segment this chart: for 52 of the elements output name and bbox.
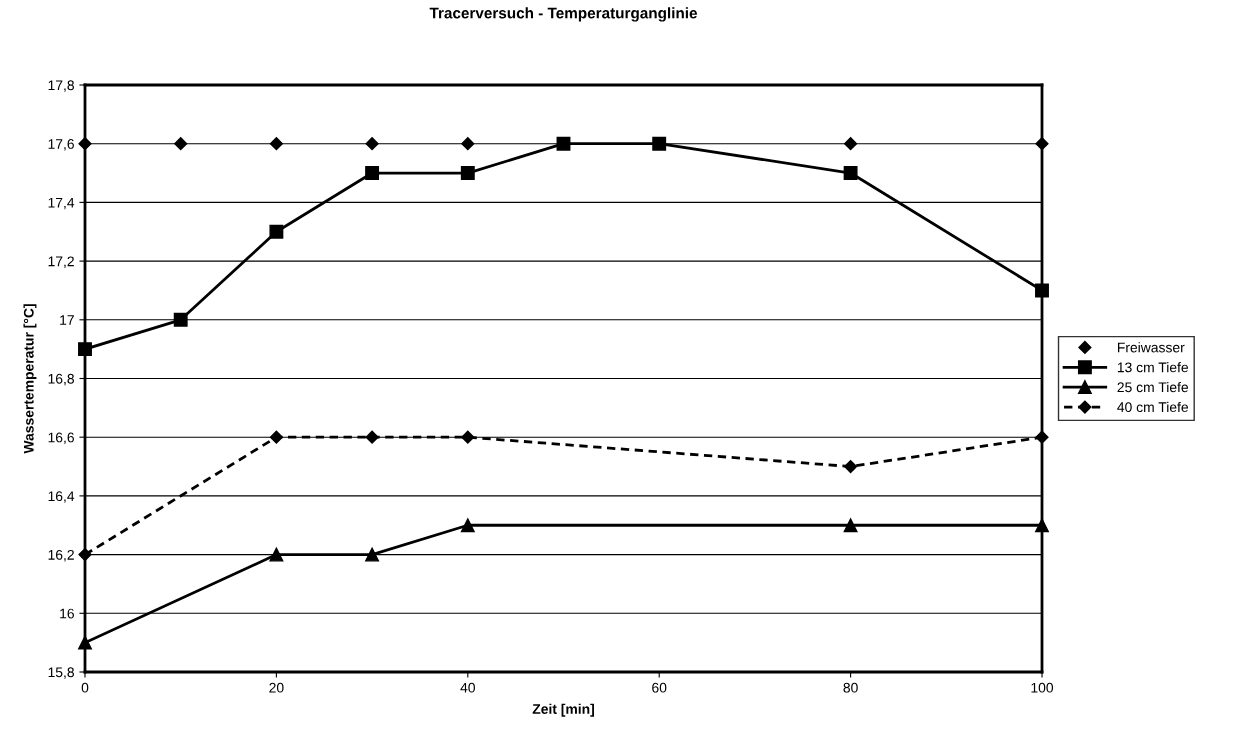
point (1035, 518, 1049, 533)
x-tick-label: 20 (269, 682, 284, 693)
y-axis-title: Wassertemperatur [°C] (23, 304, 37, 454)
point (461, 137, 475, 151)
point (652, 136, 667, 151)
x-tick-label: 100 (1031, 682, 1054, 693)
y-tick-label: 17,6 (48, 139, 74, 151)
point (365, 430, 379, 444)
y-tick-label: 16,8 (48, 373, 74, 386)
point (844, 137, 858, 151)
point (365, 137, 379, 151)
y-tick-label: 15,8 (48, 667, 74, 679)
point (1035, 430, 1049, 444)
legend-label: 25 cm Tiefe (1117, 381, 1189, 393)
x-tick-label: 0 (81, 682, 89, 693)
x-tick-label: 80 (843, 682, 858, 693)
legend-label: 40 cm Tiefe (1117, 401, 1189, 413)
point (174, 137, 188, 151)
x-tick-label: 60 (652, 682, 667, 693)
point (460, 518, 475, 533)
point (1035, 137, 1049, 151)
point (844, 459, 858, 474)
legend-label: 13 cm Tiefe (1117, 362, 1189, 373)
point (78, 635, 92, 650)
x-tick-label: 40 (460, 682, 475, 693)
point (269, 547, 284, 562)
y-tick-label: 17,2 (48, 256, 74, 268)
point (269, 430, 283, 444)
point (365, 547, 380, 562)
legend-label: Freiwasser (1117, 342, 1185, 353)
point (269, 224, 284, 239)
y-tick-label: 16,2 (48, 549, 74, 562)
y-tick-label: 16,4 (48, 491, 75, 503)
y-tick-label: 16 (60, 608, 74, 619)
point (269, 137, 283, 151)
point (78, 342, 92, 357)
point (1035, 283, 1049, 298)
point (843, 166, 858, 180)
x-axis-title: Zeit [min] (532, 703, 594, 717)
point (843, 518, 858, 533)
point (365, 166, 380, 180)
y-tick-label: 17,4 (48, 197, 75, 210)
y-tick-label: 17,8 (48, 80, 74, 92)
point (78, 548, 92, 562)
point (173, 312, 188, 327)
point (78, 137, 92, 151)
point (461, 430, 475, 444)
y-tick-label: 17 (60, 315, 74, 325)
point (460, 166, 475, 180)
point (556, 136, 571, 151)
y-tick-label: 16,6 (48, 432, 74, 445)
chart-title: Tracerversuch - Temperaturganglinie (429, 7, 697, 22)
